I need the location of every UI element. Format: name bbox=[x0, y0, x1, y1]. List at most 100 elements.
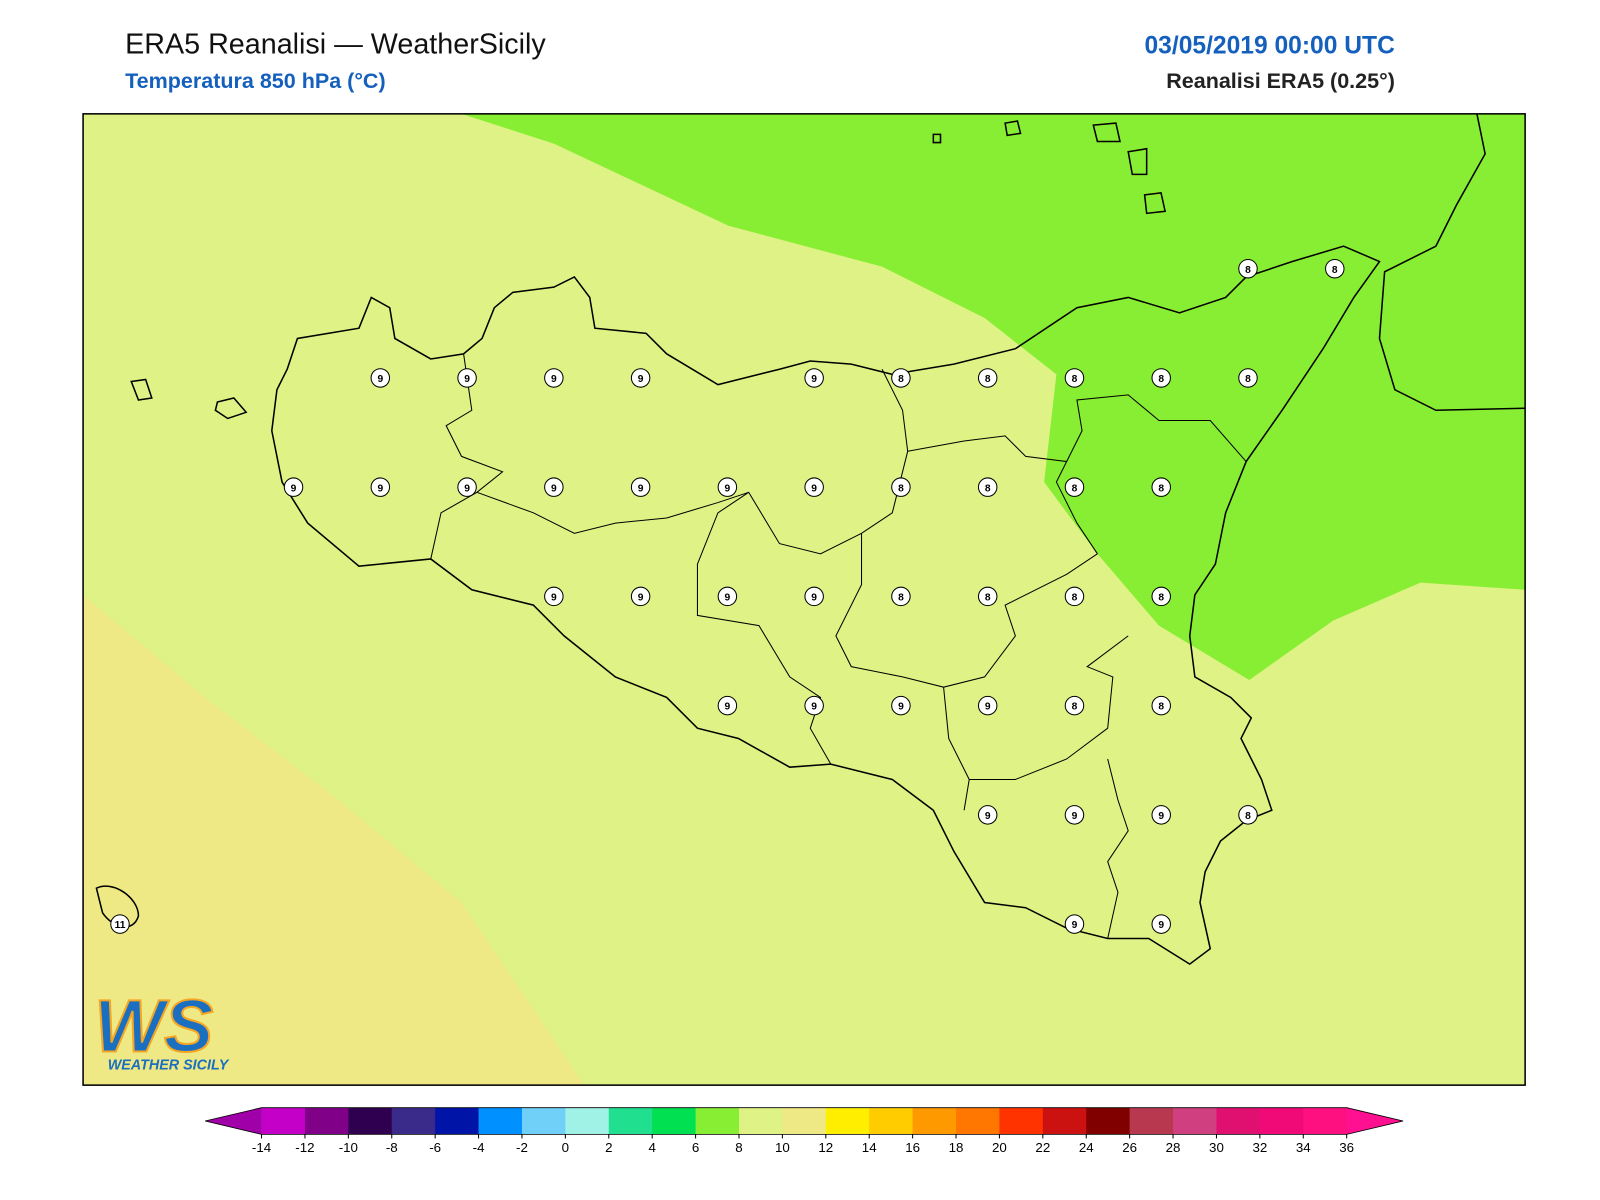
station-marker bbox=[1151, 805, 1171, 825]
colorbar-segment bbox=[825, 1107, 870, 1135]
station-value: 8 bbox=[898, 483, 904, 494]
station-value: 8 bbox=[1158, 593, 1164, 604]
station-marker bbox=[977, 477, 998, 497]
station-marker bbox=[891, 477, 911, 497]
colorbar-segment bbox=[565, 1107, 610, 1135]
station-value: 8 bbox=[898, 374, 904, 385]
field-cool bbox=[461, 113, 1526, 681]
station-marker bbox=[891, 586, 911, 607]
station-value: 9 bbox=[1072, 811, 1078, 822]
datetime: 03/05/2019 00:00 UTC bbox=[1144, 32, 1395, 59]
station-value: 9 bbox=[377, 374, 383, 385]
colorbar-under bbox=[205, 1107, 262, 1135]
map-area: 8 8 9 9 9 9 9 8 8 8 8 8 9 9 9 9 9 9 9 8 8 8 8 9 9 9 9 8 8 8 8 9 9 9 9 8 8 9 9 9… bbox=[82, 113, 1526, 1086]
colorbar-segment bbox=[1042, 1107, 1087, 1135]
colorbar-tick-label: 36 bbox=[1339, 1140, 1354, 1155]
province-border bbox=[430, 353, 1247, 939]
colorbar-tick-label: 32 bbox=[1252, 1140, 1267, 1155]
station-marker bbox=[1151, 477, 1171, 497]
colorbar-segment bbox=[912, 1107, 957, 1135]
island bbox=[95, 120, 1167, 928]
station-value: 9 bbox=[551, 374, 557, 385]
station-marker bbox=[717, 695, 738, 716]
station-value: 9 bbox=[638, 483, 644, 494]
colorbar-tick-label: 6 bbox=[692, 1140, 699, 1155]
station-marker bbox=[110, 914, 130, 934]
colorbar-segment bbox=[435, 1107, 480, 1135]
station-marker bbox=[804, 368, 824, 388]
station-value: 8 bbox=[1072, 483, 1078, 494]
colorbar-segment bbox=[1173, 1107, 1217, 1135]
station-value: 9 bbox=[1072, 920, 1078, 931]
station-value: 8 bbox=[1158, 374, 1164, 385]
station-value: 8 bbox=[985, 483, 991, 494]
colorbar-segment bbox=[304, 1107, 349, 1135]
station-value: 9 bbox=[898, 702, 904, 713]
station-value: 9 bbox=[985, 702, 991, 713]
station-value: 9 bbox=[811, 593, 817, 604]
station-value: 9 bbox=[464, 483, 470, 494]
colorbar-tick-label: 10 bbox=[775, 1140, 790, 1155]
station-marker bbox=[977, 586, 998, 607]
station-value: 9 bbox=[811, 374, 817, 385]
station-value: 8 bbox=[1072, 702, 1078, 713]
colorbar: -14 -12 -10 -8 -6 -4 -2 0 2 4 6 8 10 12 14 16 18 20 22 24 26… bbox=[205, 1107, 1404, 1155]
station-marker bbox=[630, 477, 651, 497]
station-marker bbox=[977, 695, 998, 716]
station-marker bbox=[717, 586, 738, 607]
station-marker bbox=[544, 477, 564, 497]
station-marker bbox=[1151, 695, 1171, 716]
calabria-coast bbox=[1378, 113, 1526, 412]
station-marker bbox=[1064, 914, 1085, 934]
colorbar-tick-label: 30 bbox=[1209, 1140, 1224, 1155]
station-value: 9 bbox=[811, 702, 817, 713]
map-frame bbox=[82, 113, 1526, 1086]
colorbar-segment bbox=[1303, 1107, 1348, 1135]
station-marker bbox=[283, 477, 304, 497]
colorbar-tick-label: 8 bbox=[735, 1140, 742, 1155]
colorbar-segment bbox=[738, 1107, 783, 1135]
station-marker bbox=[1238, 805, 1258, 825]
colorbar-segment bbox=[1216, 1107, 1261, 1135]
station-marker bbox=[1064, 805, 1085, 825]
station-value: 9 bbox=[291, 483, 297, 494]
logo-mark: WS bbox=[94, 984, 213, 1067]
colorbar-segment bbox=[652, 1107, 697, 1135]
colorbar-tick-label: -2 bbox=[516, 1140, 528, 1155]
station-value: 9 bbox=[638, 593, 644, 604]
colorbar-segment bbox=[1129, 1107, 1174, 1135]
colorbar-tick-label: -12 bbox=[295, 1140, 314, 1155]
station-marker bbox=[804, 477, 824, 497]
station-value: 8 bbox=[1158, 483, 1164, 494]
colorbar-segment bbox=[608, 1107, 653, 1135]
station-marker bbox=[804, 586, 824, 607]
station-marker bbox=[717, 477, 738, 497]
station-value: 8 bbox=[1332, 265, 1338, 276]
station-marker bbox=[891, 368, 911, 388]
station-marker bbox=[1064, 695, 1085, 716]
station-value: 9 bbox=[551, 483, 557, 494]
station-value: 9 bbox=[985, 811, 991, 822]
colorbar-segment bbox=[782, 1107, 827, 1135]
colorbar-segment bbox=[695, 1107, 740, 1135]
colorbar-tick-label: -8 bbox=[386, 1140, 398, 1155]
station-marker bbox=[544, 368, 564, 388]
colorbar-over bbox=[1346, 1107, 1404, 1135]
station-marker bbox=[630, 368, 651, 388]
station-layer: 8 8 9 9 9 9 9 8 8 8 8 8 9 9 9 9 9 9 9 8 8 8 8 9 9 9 9 8 8 8 8 9 9 9 9 8 8 9 9 9… bbox=[110, 258, 1345, 934]
station-marker bbox=[1064, 586, 1085, 607]
station-value: 9 bbox=[464, 374, 470, 385]
station-value: 9 bbox=[1158, 811, 1164, 822]
station-value: 9 bbox=[1158, 920, 1164, 931]
colorbar-tick-label: 20 bbox=[992, 1140, 1007, 1155]
station-value: 9 bbox=[551, 593, 557, 604]
colorbar-tick-label: 18 bbox=[949, 1140, 964, 1155]
sicily-coast bbox=[271, 245, 1381, 966]
station-marker bbox=[891, 695, 911, 716]
colorbar-tick-label: -4 bbox=[473, 1140, 485, 1155]
colorbar-tick-label: 24 bbox=[1079, 1140, 1094, 1155]
station-value: 8 bbox=[1072, 374, 1078, 385]
station-value: 9 bbox=[725, 593, 731, 604]
station-value: 9 bbox=[725, 483, 731, 494]
